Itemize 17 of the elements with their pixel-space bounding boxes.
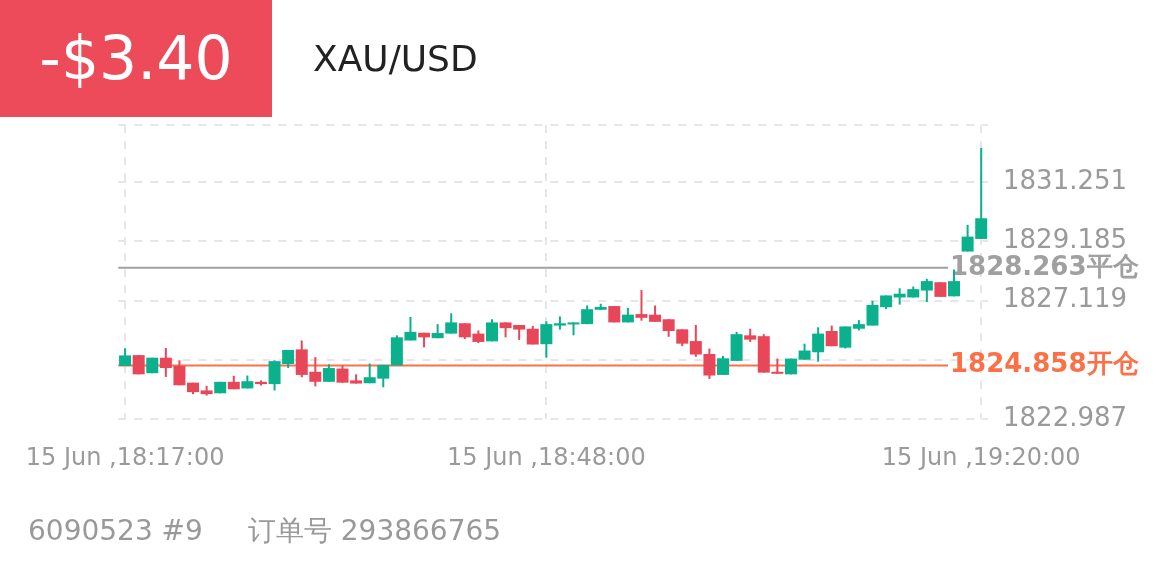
y-tick-label: 1831.251 xyxy=(1003,164,1128,195)
candlestick xyxy=(717,354,730,376)
ref-line-label: 1824.858开仓 xyxy=(950,348,1139,379)
candlestick xyxy=(635,288,648,322)
candlestick xyxy=(920,277,933,304)
y-tick-label: 1827.119 xyxy=(1003,283,1128,314)
chart-title: XAU/USD xyxy=(313,38,478,79)
x-tick-label: 15 Jun ,19:20:00 xyxy=(881,442,1081,471)
chart-subtitle: -$3.40 xyxy=(0,0,272,117)
candlestick xyxy=(526,324,539,346)
candlestick xyxy=(839,325,852,350)
text: 订单号 293866765 xyxy=(247,514,502,547)
x-tick-label: 15 Jun ,18:17:00 xyxy=(25,442,225,471)
candlestick xyxy=(540,320,553,359)
y-tick-label: 1822.987 xyxy=(1003,401,1128,432)
x-tick-label: 15 Jun ,18:48:00 xyxy=(446,442,646,471)
text: 6090523 #9 xyxy=(28,514,203,547)
